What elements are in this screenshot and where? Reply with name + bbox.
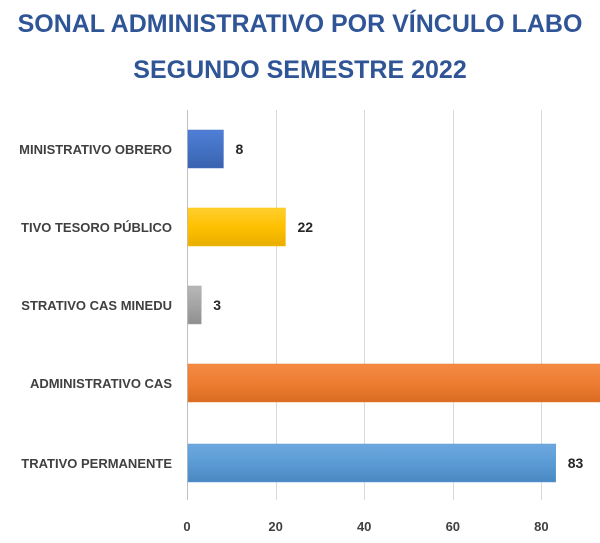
bar-5	[187, 443, 556, 483]
value-label-3: 3	[213, 297, 221, 313]
category-label-2: TIVO TESORO PÚBLICO	[21, 220, 172, 235]
value-label-5: 83	[568, 455, 584, 471]
chart-title-line-2: SEGUNDO SEMESTRE 2022	[133, 56, 466, 84]
category-label-3: STRATIVO CAS MINEDU	[21, 298, 172, 313]
x-tick-label-80: 80	[534, 519, 548, 534]
category-label-4: ADMINISTRATIVO CAS	[30, 376, 172, 391]
chart-title-line-1: SONAL ADMINISTRATIVO POR VÍNCULO LABO	[18, 9, 583, 38]
x-tick-label-0: 0	[183, 519, 190, 534]
value-label-1: 8	[235, 141, 243, 157]
x-tick-label-20: 20	[268, 519, 282, 534]
value-label-2: 22	[297, 219, 313, 235]
category-label-1: MINISTRATIVO OBRERO	[19, 142, 172, 157]
bar-1	[187, 129, 224, 169]
category-label-5: TRATIVO PERMANENTE	[21, 456, 172, 471]
x-tick-label-60: 60	[446, 519, 460, 534]
bar-3	[187, 285, 202, 325]
x-tick-label-40: 40	[357, 519, 371, 534]
bar-2	[187, 207, 286, 247]
bar-4	[187, 363, 600, 403]
